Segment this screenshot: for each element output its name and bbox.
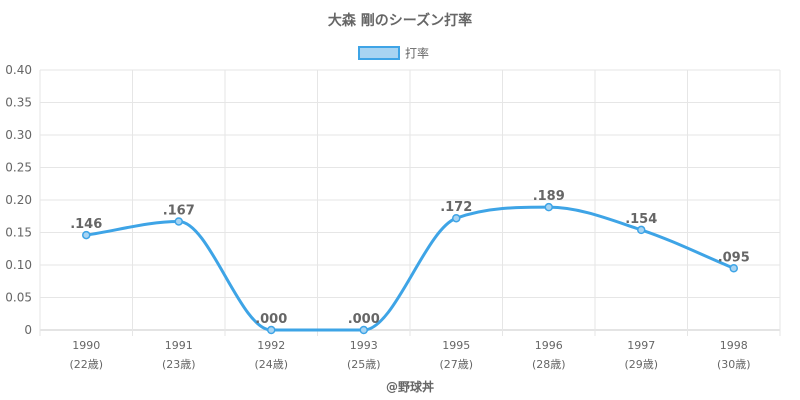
y-tick-label: 0 xyxy=(24,323,32,337)
x-tick-label-age: (23歳) xyxy=(162,358,196,371)
data-label: .189 xyxy=(533,189,565,204)
y-axis-ticks: 0 0.05 0.10 0.15 0.20 0.25 0.30 0.35 0.40 xyxy=(5,63,32,337)
data-point[interactable] xyxy=(359,325,368,335)
x-tick-label-year: 1992 xyxy=(257,339,285,352)
data-label: .167 xyxy=(163,203,195,218)
data-label: .095 xyxy=(718,250,750,265)
data-labels: .146 .167 .000 .000 .172 .189 .154 .095 xyxy=(70,189,750,327)
legend[interactable]: 打率 xyxy=(358,46,429,61)
y-tick-label: 0.20 xyxy=(5,193,32,207)
data-point[interactable] xyxy=(267,325,276,335)
x-tick-label-age: (24歳) xyxy=(254,358,288,371)
x-tick-label-age: (29歳) xyxy=(624,358,658,371)
data-label: .154 xyxy=(625,212,657,227)
y-tick-label: 0.10 xyxy=(5,258,32,272)
y-tick-label: 0.25 xyxy=(5,161,32,175)
x-axis-ticks: 1990 (22歳) 1991 (23歳) 1992 (24歳) 1993 (25歳) 1995… xyxy=(69,339,750,371)
y-tick-label: 0.30 xyxy=(5,128,32,142)
x-tick-label-year: 1996 xyxy=(535,339,563,352)
x-tick-label-age: (28歳) xyxy=(532,358,566,371)
data-label: .172 xyxy=(440,200,472,215)
data-label: .000 xyxy=(348,312,380,327)
chart-title: 大森 剛のシーズン打率 xyxy=(328,12,472,29)
credit-text: @野球丼 xyxy=(386,379,434,394)
y-tick-label: 0.05 xyxy=(5,291,32,305)
x-tick-label-age: (22歳) xyxy=(69,358,103,371)
x-tick-label-age: (25歳) xyxy=(347,358,381,371)
x-tick-label-age: (30歳) xyxy=(717,358,751,371)
x-tick-label-year: 1990 xyxy=(72,339,100,352)
data-label: .000 xyxy=(255,312,287,327)
data-point[interactable] xyxy=(82,230,91,240)
data-point[interactable] xyxy=(544,202,553,212)
series-line xyxy=(84,205,736,332)
y-tick-label: 0.35 xyxy=(5,96,32,110)
legend-swatch[interactable] xyxy=(358,46,400,60)
grid-lines xyxy=(39,69,781,336)
x-tick-label-age: (27歳) xyxy=(439,358,473,371)
y-tick-label: 0.40 xyxy=(5,63,32,77)
data-point[interactable] xyxy=(637,225,646,235)
x-tick-label-year: 1991 xyxy=(165,339,193,352)
data-point[interactable] xyxy=(729,264,738,273)
x-tick-label-year: 1995 xyxy=(442,339,470,352)
x-tick-label-year: 1993 xyxy=(350,339,378,352)
legend-label[interactable]: 打率 xyxy=(405,46,429,61)
data-point[interactable] xyxy=(452,213,461,223)
series-batting-average xyxy=(82,202,738,335)
x-tick-label-year: 1997 xyxy=(627,339,655,352)
x-tick-label-year: 1998 xyxy=(720,339,748,352)
y-tick-label: 0.15 xyxy=(5,226,32,240)
data-label: .146 xyxy=(70,217,102,232)
data-point[interactable] xyxy=(174,217,183,226)
